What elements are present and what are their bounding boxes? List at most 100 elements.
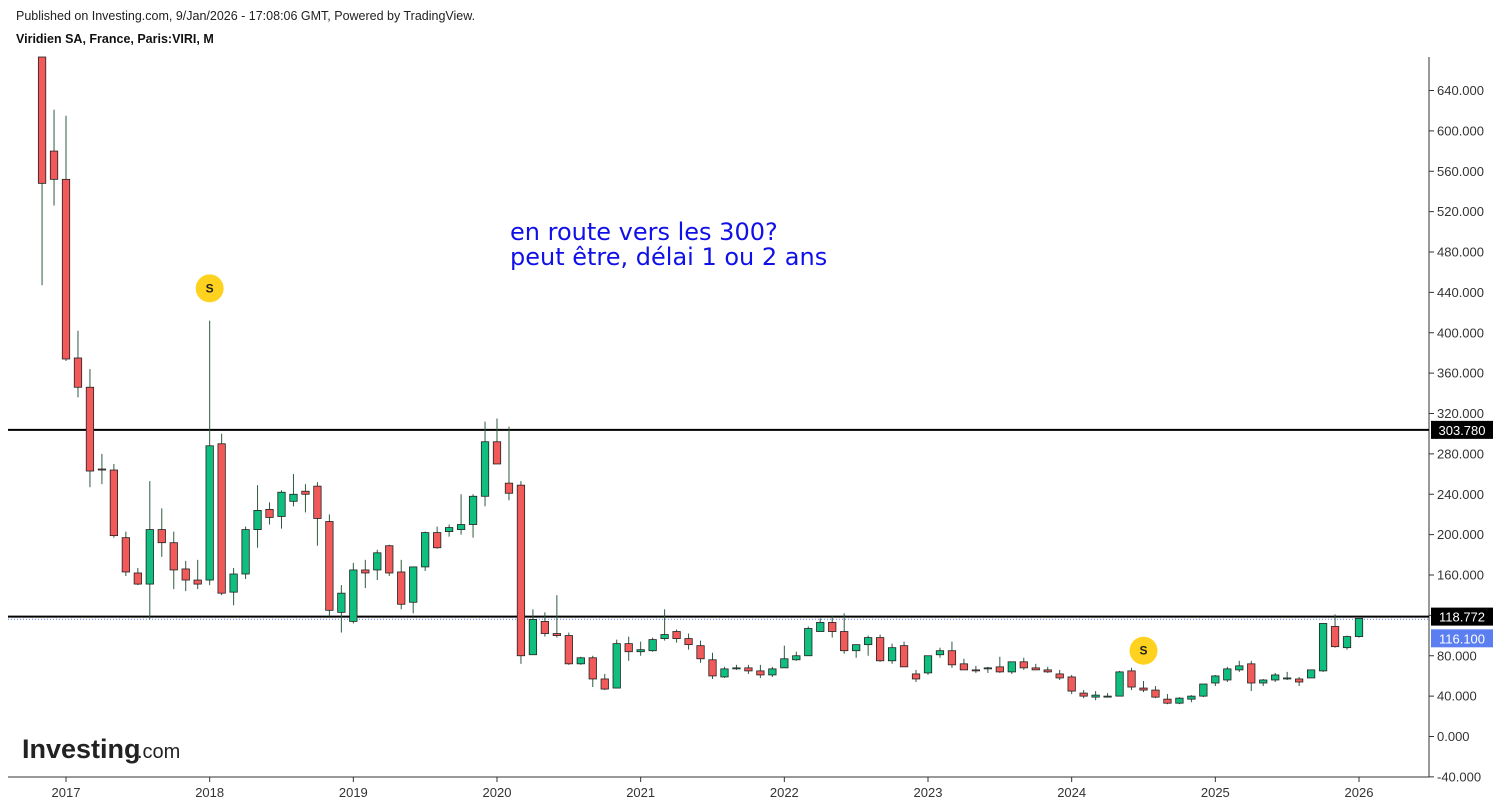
candle-body — [947, 650, 957, 666]
candle-body — [528, 619, 538, 656]
candle-body — [97, 468, 107, 471]
annotation-line-2: peut être, délai 1 ou 2 ans — [510, 243, 827, 271]
candle-body — [157, 529, 166, 544]
split-marker[interactable]: S — [195, 274, 224, 303]
candle — [1295, 676, 1304, 687]
candle-body — [540, 621, 550, 634]
candle — [540, 612, 550, 637]
candle — [241, 526, 250, 580]
candle-body — [840, 631, 849, 652]
candle-body — [277, 491, 286, 517]
candle-body — [1007, 661, 1016, 673]
candle — [1079, 690, 1088, 699]
candle-body — [301, 490, 310, 495]
candle — [480, 421, 490, 507]
level-price-badge: 303.780 — [1431, 420, 1493, 439]
y-tick-label: 80.000 — [1437, 648, 1477, 663]
published-header: Published on Investing.com, 9/Jan/2026 -… — [16, 9, 476, 23]
candle-body — [887, 647, 897, 662]
candle-body — [995, 666, 1004, 673]
candle-body — [169, 542, 178, 571]
candle-body — [1175, 697, 1184, 704]
candle-body — [1342, 636, 1352, 649]
candle-body — [1306, 669, 1316, 679]
candle — [385, 544, 394, 577]
y-tick-label: 400.000 — [1437, 325, 1484, 340]
candle-body — [456, 524, 466, 530]
candle-body — [1055, 673, 1064, 679]
candle-body — [1115, 671, 1124, 697]
candle-body — [1259, 679, 1268, 684]
candle — [1283, 671, 1292, 680]
y-tick-label: 280.000 — [1437, 446, 1484, 461]
candle — [277, 490, 286, 529]
candle-body — [385, 545, 394, 574]
candle — [624, 636, 633, 661]
candle-body — [564, 635, 573, 665]
candle — [1354, 618, 1364, 638]
candle — [145, 481, 154, 620]
candle — [612, 639, 621, 689]
annotation: en route vers les 300? peut être, délai … — [510, 218, 827, 271]
candle-body — [1199, 683, 1208, 697]
y-tick-label: -40.000 — [1437, 769, 1481, 784]
y-tick-label: 40.000 — [1437, 689, 1477, 704]
candle — [1187, 695, 1196, 703]
candle — [864, 635, 873, 656]
candle — [959, 658, 969, 671]
candle-body — [756, 670, 765, 676]
candle-body — [792, 655, 801, 661]
split-marker-circle — [1129, 636, 1158, 665]
candle — [780, 645, 789, 669]
candle-body — [241, 529, 250, 575]
candle — [217, 433, 226, 596]
x-tick-label: 2017 — [52, 785, 81, 800]
candle — [397, 559, 406, 610]
candle-body — [1103, 695, 1112, 698]
candle — [1330, 614, 1340, 648]
candle-body — [816, 622, 825, 632]
candle-body — [289, 493, 298, 502]
level-price-badge-label: 118.772 — [1439, 610, 1485, 625]
candle — [301, 484, 310, 513]
candle — [1127, 667, 1136, 691]
candle-body — [959, 663, 969, 671]
x-tick-label: 2023 — [914, 785, 943, 800]
candle-body — [1067, 676, 1076, 692]
level-price-badge-bg — [1431, 420, 1493, 439]
candle-body — [433, 532, 442, 549]
candle-body — [1295, 678, 1304, 683]
y-tick-label: 320.000 — [1437, 406, 1484, 421]
candle-body — [253, 509, 262, 530]
candle-body — [899, 645, 909, 668]
candle-body — [337, 592, 346, 613]
candle-body — [325, 521, 334, 611]
candle-body — [349, 569, 358, 622]
candle-body — [1283, 677, 1292, 680]
candle-body — [935, 650, 945, 656]
candle — [73, 330, 83, 398]
candle — [468, 494, 478, 538]
candle-body — [145, 529, 154, 585]
candle — [1211, 674, 1220, 687]
candle — [61, 115, 71, 362]
candle-body — [696, 645, 705, 660]
candle — [1139, 680, 1148, 693]
candle-body — [444, 527, 454, 532]
candle-body — [852, 644, 861, 652]
investing-logo: Investing .com — [22, 734, 180, 764]
split-marker[interactable]: S — [1129, 636, 1158, 665]
candle — [325, 514, 334, 617]
candle — [1223, 666, 1232, 682]
candle — [133, 567, 142, 586]
candle — [1067, 674, 1076, 695]
split-markers: SS — [195, 274, 1158, 665]
x-tick-label: 2024 — [1057, 785, 1086, 800]
candle — [792, 651, 801, 661]
x-tick-label: 2018 — [195, 785, 224, 800]
candle-body — [720, 668, 729, 678]
candlestick-series — [37, 56, 1364, 705]
candle — [361, 559, 370, 589]
candle-body — [85, 386, 95, 472]
